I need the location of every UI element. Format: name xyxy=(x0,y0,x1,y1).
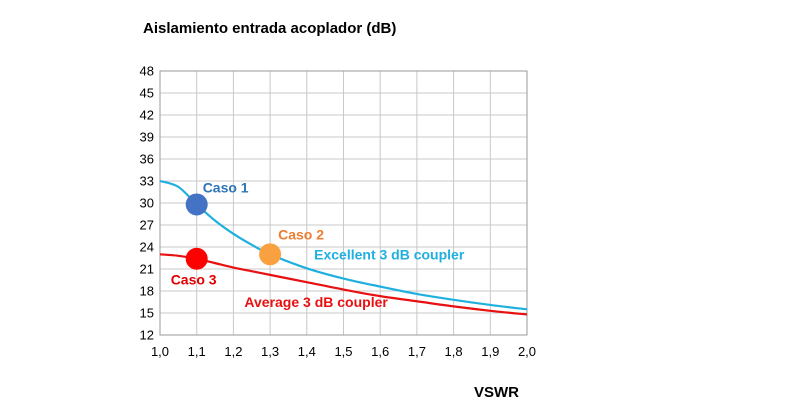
y-axis-ticks: 12 15 18 21 24 27 30 33 36 39 42 45 48 xyxy=(140,64,154,343)
y-tick-label: 21 xyxy=(140,262,154,277)
y-tick-label: 27 xyxy=(140,218,154,233)
x-axis-label: VSWR xyxy=(474,384,519,401)
x-tick-label: 1,8 xyxy=(445,344,463,359)
case-1-point xyxy=(185,193,208,216)
y-tick-label: 45 xyxy=(140,86,154,101)
case-1-label: Caso 1 xyxy=(203,179,249,195)
x-tick-label: 1,9 xyxy=(481,344,499,359)
annotations: Excellent 3 dB coupler Average 3 dB coupl… xyxy=(244,246,464,310)
average-coupler-label: Average 3 dB coupler xyxy=(244,294,388,310)
case-2-label: Caso 2 xyxy=(278,226,324,242)
y-tick-label: 42 xyxy=(140,108,154,123)
y-tick-label: 39 xyxy=(140,130,154,145)
y-tick-label: 12 xyxy=(140,328,154,343)
case-points: Caso 1 Caso 2 Caso 3 xyxy=(171,179,325,287)
x-tick-label: 1,1 xyxy=(188,344,206,359)
case-3-point xyxy=(185,247,208,270)
chart-title: Aislamiento entrada acoplador (dB) xyxy=(143,20,396,37)
x-tick-label: 1,0 xyxy=(151,344,169,359)
x-tick-label: 1,4 xyxy=(298,344,316,359)
x-tick-label: 2,0 xyxy=(518,344,536,359)
case-2-point xyxy=(259,243,282,266)
x-axis-ticks: 1,0 1,1 1,2 1,3 1,4 1,5 1,6 1,7 1,8 1,9 2,0 xyxy=(151,344,536,359)
y-tick-label: 24 xyxy=(140,240,154,255)
y-tick-label: 48 xyxy=(140,64,154,79)
y-tick-label: 15 xyxy=(140,306,154,321)
x-tick-label: 1,2 xyxy=(224,344,242,359)
y-tick-label: 18 xyxy=(140,284,154,299)
y-tick-label: 33 xyxy=(140,174,154,189)
y-tick-label: 30 xyxy=(140,196,154,211)
y-tick-label: 36 xyxy=(140,152,154,167)
x-tick-label: 1,7 xyxy=(408,344,426,359)
plot-area-frame xyxy=(159,70,528,336)
case-3-label: Caso 3 xyxy=(171,272,217,288)
excellent-coupler-label: Excellent 3 dB coupler xyxy=(314,246,465,262)
x-tick-label: 1,3 xyxy=(261,344,279,359)
x-tick-label: 1,5 xyxy=(334,344,352,359)
x-tick-label: 1,6 xyxy=(371,344,389,359)
